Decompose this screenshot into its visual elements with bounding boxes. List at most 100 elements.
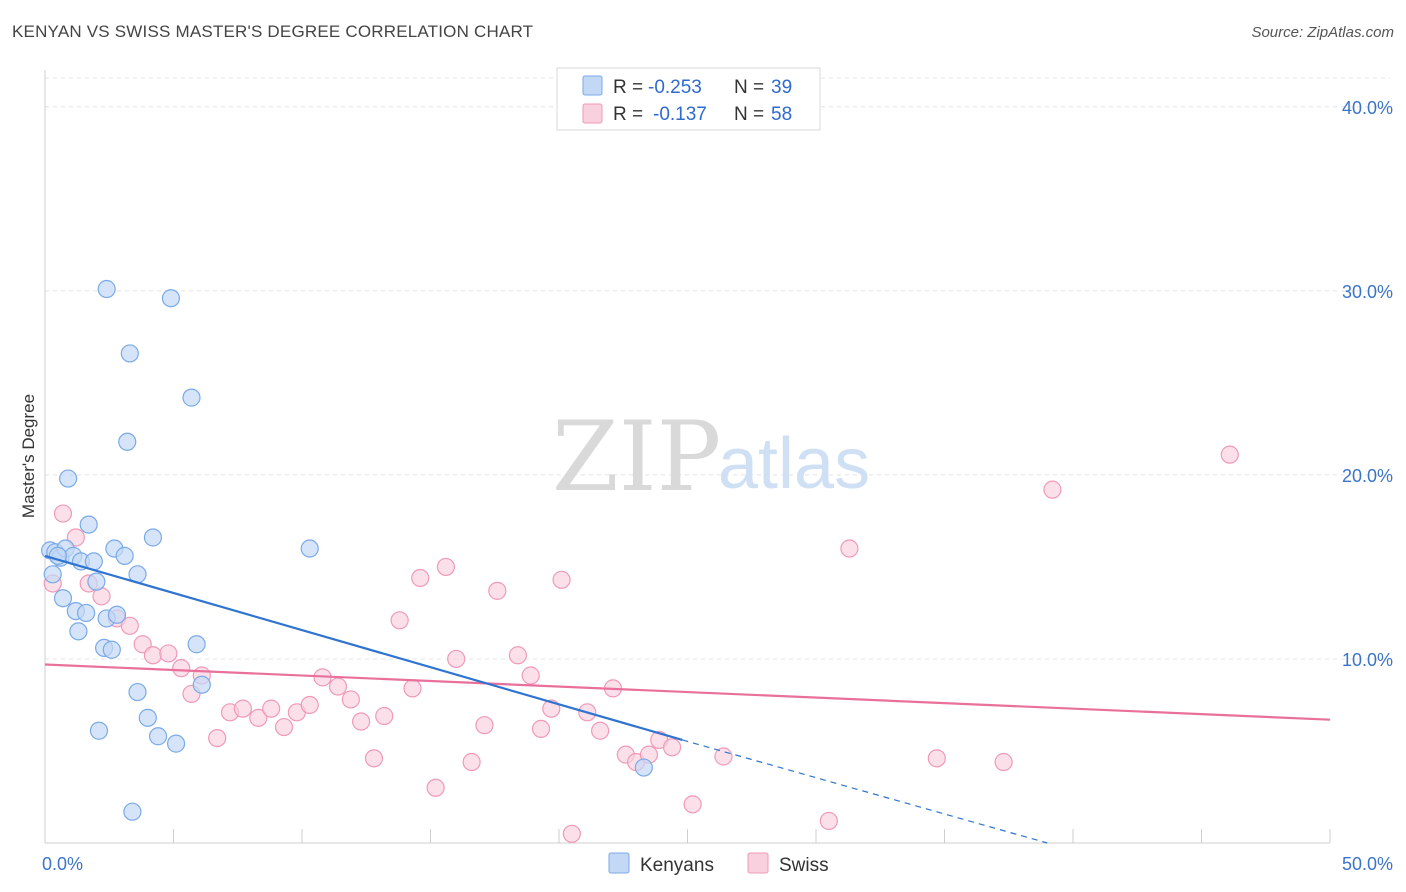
kenyans-point-33	[182, 388, 201, 407]
swiss-point-31	[436, 557, 456, 577]
swiss-trend-line	[44, 663, 1331, 721]
swiss-point-32	[447, 649, 466, 669]
legend-swiss-r-value: -0.137	[653, 104, 707, 125]
kenyans-trend-line	[44, 554, 683, 741]
swiss-point-17	[262, 699, 281, 718]
legend-top: R = -0.253 N = 39 R = -0.137 N = 58	[556, 67, 821, 131]
y-tick-label-10: 10.0%	[1342, 650, 1393, 670]
legend-bottom-kenyans-swatch	[608, 852, 630, 874]
kenyans-point-1	[43, 565, 62, 584]
y-tick-labels: 10.0% 20.0% 30.0% 40.0%	[1342, 98, 1393, 670]
kenyans-point-36	[300, 539, 319, 558]
swiss-point-13	[208, 728, 227, 748]
kenyans-point-37	[634, 758, 653, 777]
legend-kenyans-r-value: -0.253	[648, 77, 702, 98]
x-tick-labels: 0.0% 50.0%	[42, 854, 1393, 874]
kenyans-point-24	[120, 344, 139, 363]
swiss-point-53	[840, 539, 859, 558]
legend-swiss-swatch	[582, 103, 603, 124]
trend-lines	[44, 554, 1331, 844]
swiss-point-15	[233, 699, 252, 718]
swiss-point-49	[662, 738, 682, 757]
kenyans-point-9	[69, 622, 88, 641]
swiss-point-27	[390, 611, 409, 630]
kenyans-point-22	[115, 546, 134, 565]
legend-bottom-swiss-swatch	[747, 852, 769, 874]
swiss-point-29	[411, 568, 430, 588]
kenyans-point-11	[77, 603, 96, 623]
swiss-point-8	[143, 646, 163, 665]
kenyans-points	[41, 279, 653, 821]
kenyans-point-23	[118, 432, 137, 451]
swiss-point-25	[364, 749, 384, 768]
legend-bottom: Kenyans Swiss	[608, 852, 829, 876]
legend-kenyans-n-label: N =	[734, 77, 764, 98]
swiss-point-55	[994, 752, 1013, 772]
legend-swiss-n-label: N =	[734, 104, 764, 125]
chart-title: KENYAN VS SWISS MASTER'S DEGREE CORRELAT…	[12, 22, 534, 41]
x-tick-label-max: 50.0%	[1342, 854, 1393, 874]
swiss-point-43	[591, 721, 610, 740]
swiss-point-23	[341, 690, 360, 709]
kenyans-point-4	[53, 589, 73, 608]
kenyans-point-29	[143, 528, 163, 547]
swiss-point-28	[403, 679, 422, 698]
swiss-point-56	[1043, 480, 1062, 499]
axes	[44, 70, 1331, 844]
swiss-point-10	[172, 659, 191, 678]
y-tick-label-40: 40.0%	[1342, 98, 1393, 118]
swiss-point-35	[488, 581, 507, 600]
kenyans-trend-extension	[682, 739, 1048, 844]
watermark: ZIP atlas	[552, 401, 870, 513]
swiss-point-6	[120, 616, 139, 635]
legend-swiss-r-label: R =	[613, 104, 643, 125]
swiss-point-52	[819, 811, 838, 831]
legend-bottom-swiss-label: Swiss	[779, 855, 829, 876]
kenyans-point-28	[138, 708, 157, 727]
kenyans-point-19	[102, 640, 121, 659]
legend-kenyans-swatch	[582, 75, 603, 96]
kenyans-point-12	[79, 515, 98, 534]
swiss-point-37	[521, 666, 540, 685]
legend-kenyans-n-value: 39	[771, 77, 792, 98]
legend-bottom-kenyans-label: Kenyans	[640, 855, 714, 876]
kenyans-point-21	[107, 605, 127, 624]
swiss-point-16	[249, 708, 268, 727]
kenyans-point-25	[123, 802, 142, 821]
swiss-point-41	[562, 824, 581, 843]
swiss-point-26	[375, 706, 394, 726]
watermark-zip: ZIP	[552, 401, 721, 513]
source-label: Source: ZipAtlas.com	[1251, 24, 1394, 41]
legend-swiss-n-value: 58	[771, 104, 792, 125]
swiss-point-38	[531, 719, 551, 738]
grid-lines	[45, 77, 1390, 660]
y-axis-title: Master's Degree	[19, 394, 38, 518]
kenyans-point-15	[89, 721, 109, 740]
kenyans-point-27	[128, 682, 147, 702]
y-tick-label-30: 30.0%	[1342, 282, 1393, 302]
kenyans-point-34	[187, 635, 206, 654]
legend-kenyans-r-label: R =	[613, 77, 643, 98]
swiss-point-54	[927, 749, 946, 768]
swiss-point-20	[300, 695, 319, 715]
swiss-point-30	[426, 778, 445, 797]
swiss-point-50	[683, 795, 702, 814]
swiss-point-57	[1220, 445, 1239, 464]
kenyans-point-6	[59, 469, 78, 488]
swiss-point-9	[159, 644, 178, 663]
swiss-point-34	[475, 716, 494, 735]
kenyans-point-35	[192, 675, 211, 694]
swiss-point-1	[53, 504, 73, 523]
swiss-point-40	[552, 570, 571, 589]
swiss-point-18	[274, 717, 294, 737]
swiss-point-24	[352, 712, 371, 731]
kenyans-point-18	[97, 279, 116, 299]
swiss-point-22	[328, 677, 348, 696]
swiss-point-36	[508, 646, 527, 665]
swiss-point-51	[714, 747, 733, 766]
y-tick-label-20: 20.0%	[1342, 466, 1393, 486]
x-tick-label-min: 0.0%	[42, 854, 83, 874]
kenyans-point-14	[87, 572, 106, 591]
swiss-point-33	[462, 752, 481, 772]
